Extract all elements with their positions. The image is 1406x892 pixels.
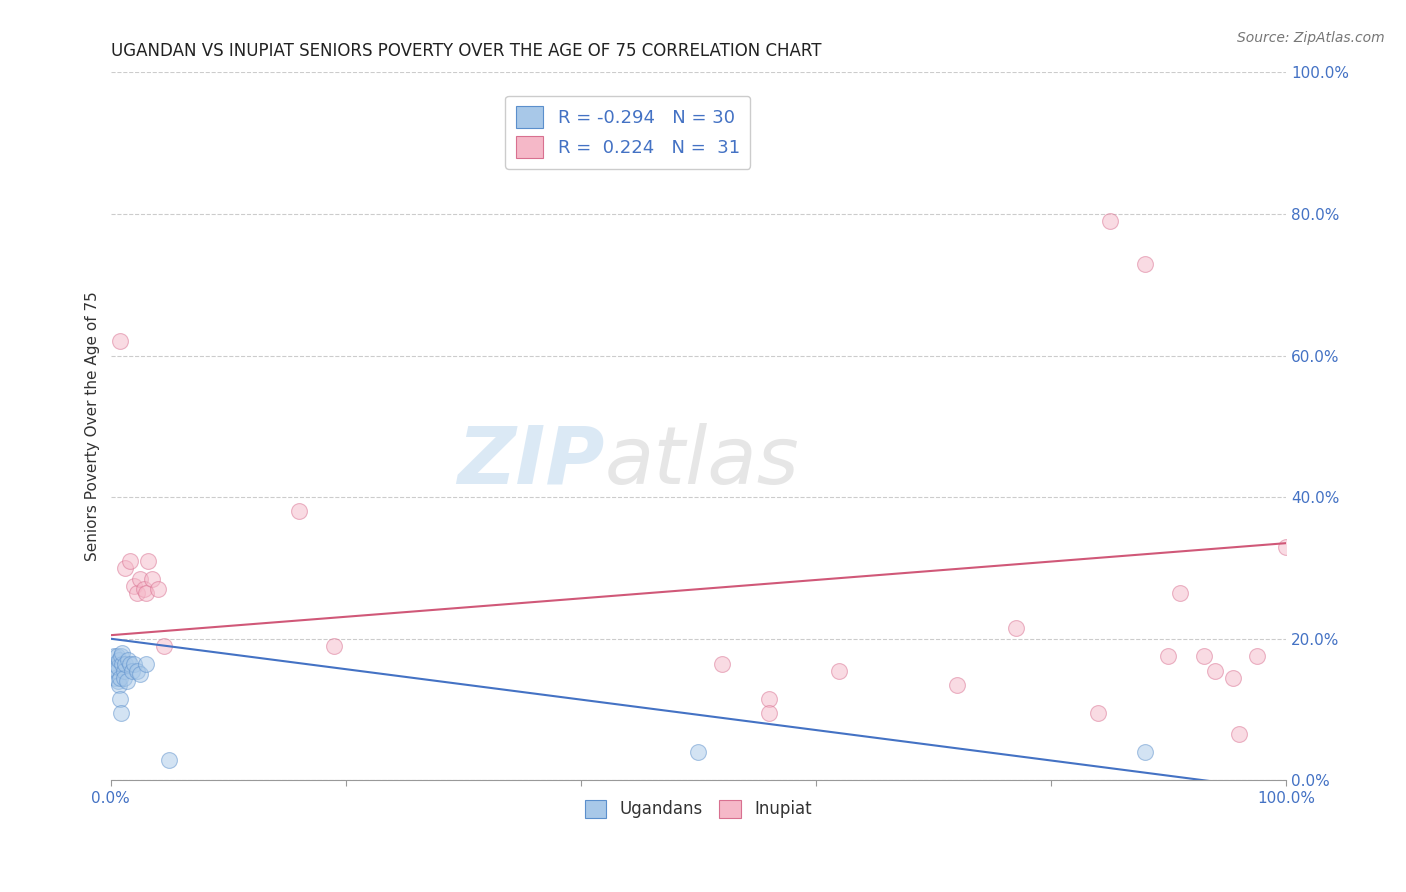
Point [152, 639, 174, 653]
Point [122, 579, 145, 593]
Point [125, 585, 148, 599]
Point [159, 754, 181, 768]
Point [108, 678, 131, 692]
Text: atlas: atlas [605, 423, 799, 500]
Point [758, 692, 780, 706]
Point [122, 657, 145, 671]
Point [115, 674, 138, 689]
Point [105, 649, 128, 664]
Point [110, 649, 132, 664]
Point [1098, 214, 1121, 228]
Point [108, 692, 131, 706]
Point [129, 667, 152, 681]
Point [108, 334, 131, 349]
Point [118, 554, 141, 568]
Point [125, 664, 148, 678]
Point [135, 657, 157, 671]
Point [1087, 706, 1109, 720]
Point [141, 572, 163, 586]
Point [287, 504, 309, 518]
Point [101, 660, 124, 674]
Point [1246, 649, 1268, 664]
Point [117, 653, 139, 667]
Point [108, 653, 131, 667]
Point [112, 671, 135, 685]
Point [323, 639, 346, 653]
Point [108, 671, 131, 685]
Point [146, 582, 169, 597]
Point [1133, 256, 1156, 270]
Point [111, 657, 134, 671]
Point [1168, 585, 1191, 599]
Point [104, 657, 127, 671]
Point [1204, 664, 1226, 678]
Y-axis label: Seniors Poverty Over the Age of 75: Seniors Poverty Over the Age of 75 [86, 292, 100, 561]
Text: ZIP: ZIP [457, 423, 605, 500]
Point [107, 660, 129, 674]
Point [1275, 540, 1298, 554]
Point [104, 671, 127, 685]
Legend: Ugandans, Inupiat: Ugandans, Inupiat [578, 793, 818, 825]
Point [946, 678, 969, 692]
Point [1157, 649, 1180, 664]
Point [828, 664, 851, 678]
Text: Source: ZipAtlas.com: Source: ZipAtlas.com [1237, 31, 1385, 45]
Point [118, 657, 141, 671]
Point [136, 554, 159, 568]
Point [111, 646, 134, 660]
Point [110, 706, 132, 720]
Point [688, 745, 710, 759]
Point [1222, 671, 1244, 685]
Point [132, 582, 155, 597]
Point [114, 657, 136, 671]
Point [135, 585, 157, 599]
Point [1004, 621, 1026, 635]
Point [758, 706, 780, 720]
Point [129, 572, 152, 586]
Point [114, 561, 136, 575]
Point [1192, 649, 1215, 664]
Text: UGANDAN VS INUPIAT SENIORS POVERTY OVER THE AGE OF 75 CORRELATION CHART: UGANDAN VS INUPIAT SENIORS POVERTY OVER … [111, 42, 821, 60]
Point [710, 657, 733, 671]
Point [1133, 745, 1156, 759]
Point [112, 664, 135, 678]
Point [1227, 727, 1250, 741]
Point [105, 664, 128, 678]
Point [121, 664, 143, 678]
Point [107, 674, 129, 689]
Point [103, 649, 125, 664]
